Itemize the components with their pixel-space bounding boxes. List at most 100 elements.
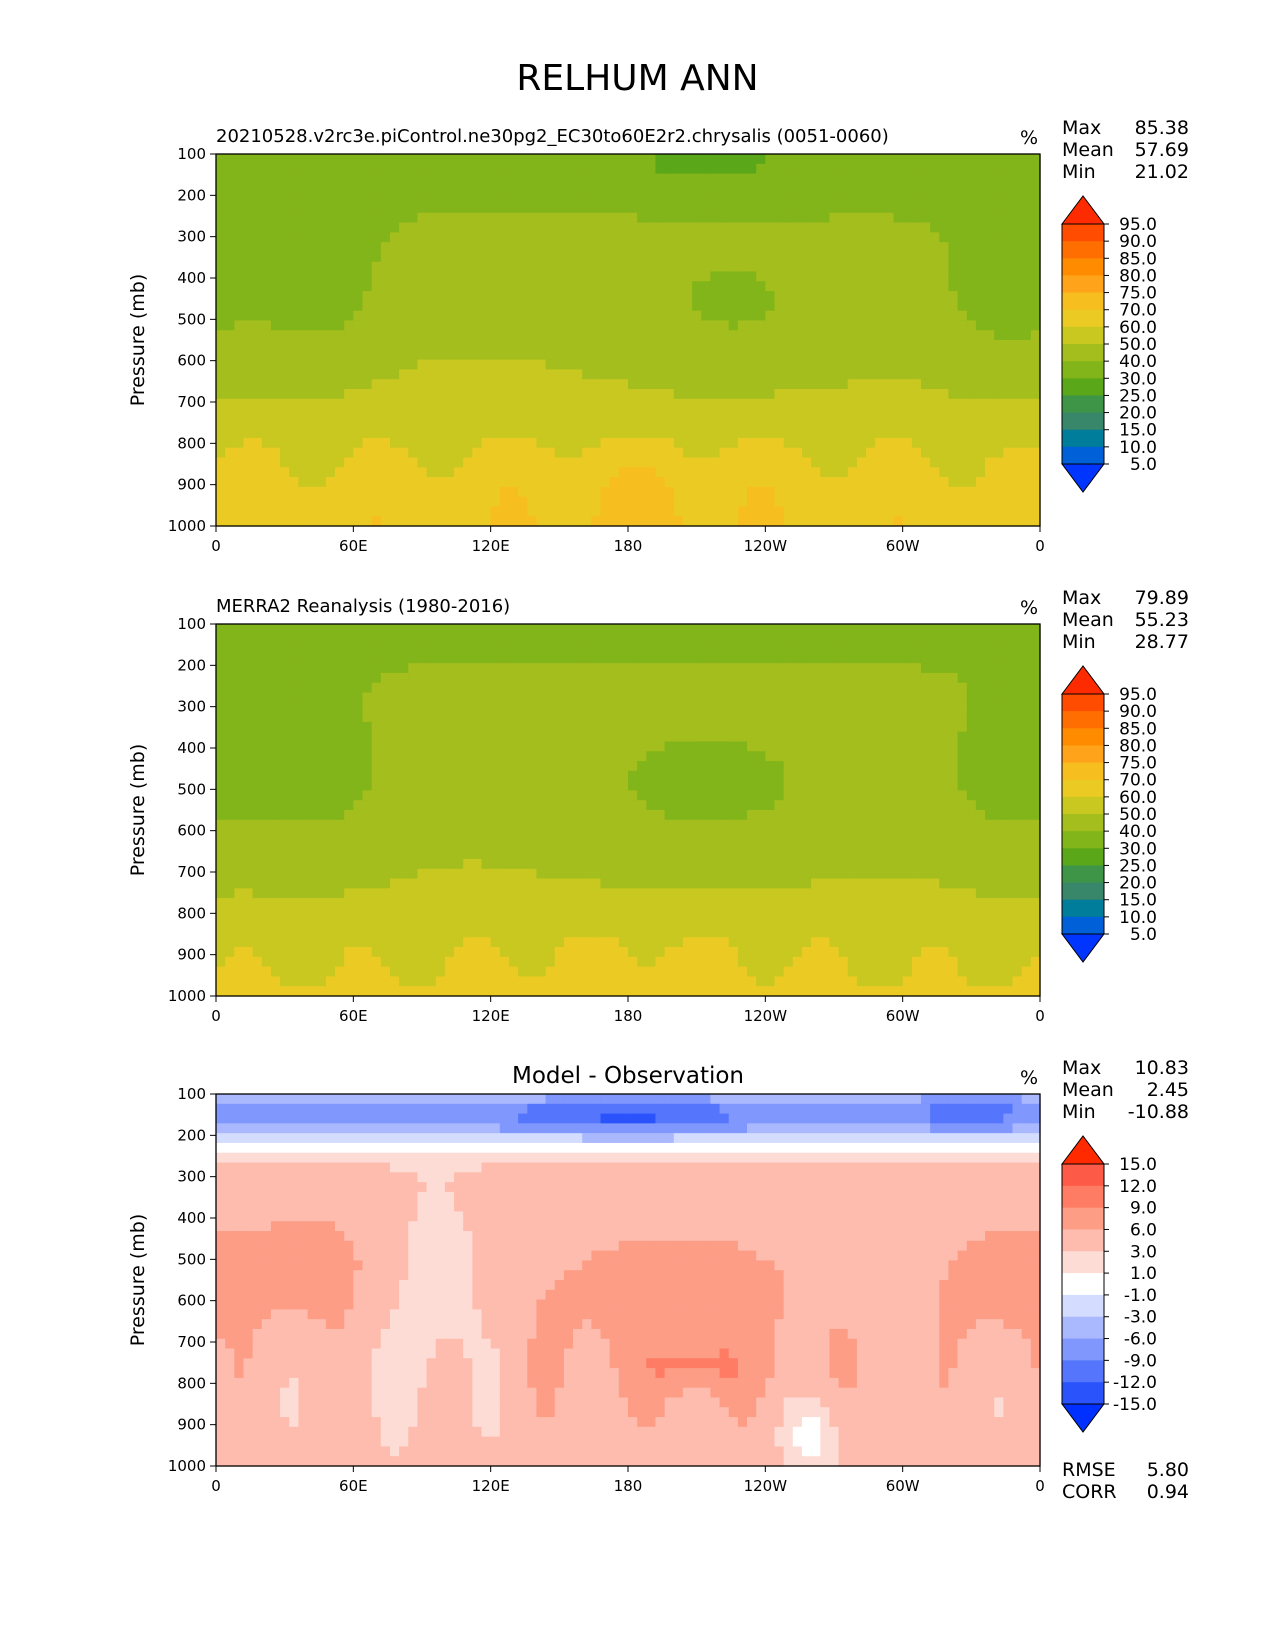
heatmap-cell bbox=[765, 692, 776, 703]
heatmap-cell bbox=[280, 340, 290, 351]
colorbar-label: 80.0 bbox=[1119, 266, 1157, 286]
heatmap-cell bbox=[646, 183, 657, 194]
heatmap-cell bbox=[335, 183, 345, 194]
heatmap-cell bbox=[655, 496, 666, 508]
heatmap-cell bbox=[417, 467, 428, 478]
heatmap-cell bbox=[362, 712, 373, 723]
heatmap-cell bbox=[948, 330, 959, 341]
heatmap-cell bbox=[499, 232, 510, 243]
heatmap-cell bbox=[628, 232, 638, 243]
heatmap-cell bbox=[710, 741, 721, 752]
heatmap-cell bbox=[225, 692, 235, 703]
heatmap-cell bbox=[298, 163, 309, 175]
heatmap-cell bbox=[884, 388, 895, 400]
heatmap-cell bbox=[600, 379, 611, 390]
heatmap-cell bbox=[600, 486, 611, 498]
heatmap-cell bbox=[756, 232, 766, 243]
colorbar-label: 75.0 bbox=[1119, 284, 1157, 304]
heatmap-cell bbox=[920, 467, 931, 478]
heatmap-cell bbox=[307, 222, 318, 233]
heatmap-cell bbox=[884, 496, 895, 508]
heatmap-cell bbox=[765, 672, 776, 684]
heatmap-cell bbox=[389, 653, 400, 664]
heatmap-cell bbox=[1021, 408, 1032, 419]
heatmap-cell bbox=[335, 398, 345, 410]
heatmap-cell bbox=[801, 271, 812, 282]
heatmap-cell bbox=[444, 486, 455, 498]
heatmap-cell bbox=[875, 291, 885, 302]
heatmap-cell bbox=[838, 477, 849, 488]
heatmap-cell bbox=[829, 173, 840, 184]
heatmap-cell bbox=[499, 359, 510, 370]
heatmap-cell bbox=[801, 447, 812, 459]
heatmap-cell bbox=[966, 702, 977, 713]
heatmap-cell bbox=[628, 496, 638, 508]
heatmap-cell bbox=[545, 437, 556, 449]
heatmap-cell bbox=[454, 516, 464, 527]
heatmap-cell bbox=[948, 271, 959, 282]
heatmap-cell bbox=[280, 624, 290, 635]
heatmap-cell bbox=[582, 173, 592, 184]
heatmap-cell bbox=[930, 359, 940, 370]
heatmap-cell bbox=[609, 624, 620, 635]
heatmap-cell bbox=[737, 624, 748, 635]
heatmap-cell bbox=[261, 486, 272, 498]
heatmap-cell bbox=[261, 751, 272, 762]
heatmap-cell bbox=[618, 281, 629, 292]
heatmap-cell bbox=[811, 330, 821, 341]
heatmap-cell bbox=[472, 506, 483, 517]
heatmap-cell bbox=[975, 692, 986, 703]
heatmap-cell bbox=[792, 388, 803, 400]
heatmap-cell bbox=[756, 173, 766, 184]
heatmap-cell bbox=[499, 653, 510, 664]
heatmap-cell bbox=[307, 516, 318, 527]
heatmap-cell bbox=[985, 408, 995, 419]
heatmap-cell bbox=[701, 379, 711, 390]
heatmap-cell bbox=[957, 369, 968, 380]
heatmap-cell bbox=[747, 624, 757, 635]
heatmap-cell bbox=[435, 202, 446, 214]
heatmap-cell bbox=[472, 643, 483, 654]
heatmap-cell bbox=[527, 770, 538, 782]
heatmap-cell bbox=[920, 173, 931, 184]
heatmap-cell bbox=[472, 281, 483, 292]
heatmap-cell bbox=[518, 712, 528, 723]
heatmap-cell bbox=[774, 477, 785, 488]
heatmap-cell bbox=[719, 712, 730, 723]
heatmap-cell bbox=[270, 663, 281, 674]
heatmap-cell bbox=[884, 242, 895, 253]
heatmap-cell bbox=[417, 388, 428, 400]
heatmap-cell bbox=[1021, 672, 1032, 684]
heatmap-cell bbox=[307, 154, 318, 165]
heatmap-cell bbox=[261, 330, 272, 341]
heatmap-cell bbox=[765, 682, 776, 694]
heatmap-cell bbox=[939, 653, 950, 664]
heatmap-cell bbox=[270, 702, 281, 713]
heatmap-cell bbox=[490, 349, 501, 361]
heatmap-cell bbox=[783, 741, 794, 752]
heatmap-cell bbox=[252, 447, 263, 459]
heatmap-cell bbox=[243, 486, 254, 498]
heatmap-cell bbox=[573, 271, 583, 282]
heatmap-cell bbox=[847, 408, 858, 419]
heatmap-cell bbox=[417, 202, 428, 214]
heatmap-cell bbox=[756, 437, 766, 449]
heatmap-cell bbox=[975, 154, 986, 165]
heatmap-cell bbox=[399, 261, 409, 273]
heatmap-cell bbox=[920, 271, 931, 282]
heatmap-cell bbox=[225, 496, 235, 508]
heatmap-cell bbox=[783, 222, 794, 233]
heatmap-cell bbox=[298, 437, 309, 449]
heatmap-cell bbox=[728, 447, 739, 459]
heatmap-cell bbox=[985, 212, 995, 224]
heatmap-cell bbox=[316, 467, 327, 478]
heatmap-cell bbox=[637, 428, 647, 439]
heatmap-cell bbox=[234, 379, 245, 390]
heatmap-cell bbox=[536, 330, 547, 341]
heatmap-cell bbox=[307, 202, 318, 214]
heatmap-cell bbox=[682, 222, 693, 233]
heatmap-cell bbox=[737, 349, 748, 361]
heatmap-cell bbox=[216, 281, 226, 292]
heatmap-cell bbox=[783, 447, 794, 459]
heatmap-cell bbox=[829, 496, 840, 508]
